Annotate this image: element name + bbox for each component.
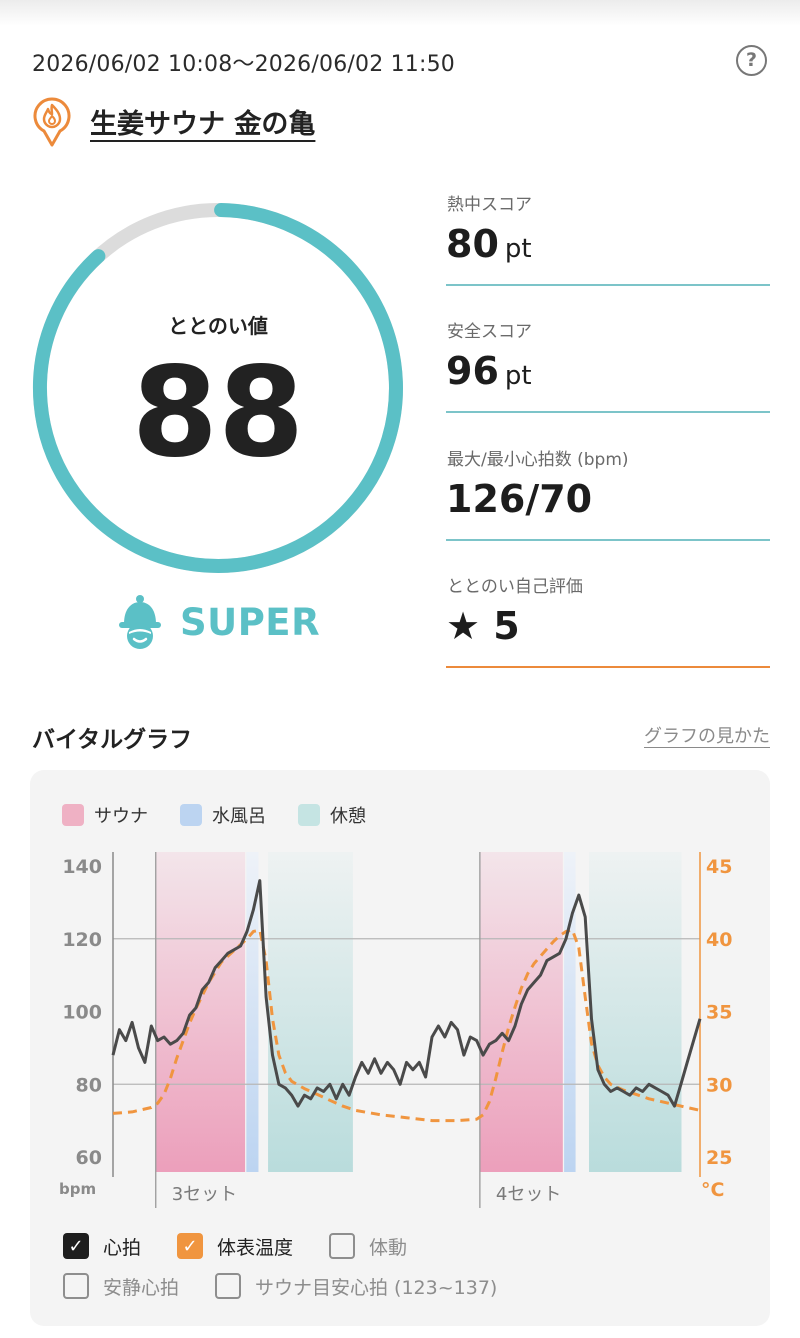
graph-legend: サウナ 水風呂 休憩: [62, 802, 398, 828]
legend-item-rest: 休憩: [298, 802, 366, 828]
sauna-phase-band: [155, 852, 246, 1172]
cold-bath-phase-band: [564, 852, 576, 1172]
sauna-phase-band: [479, 852, 563, 1172]
legend-swatch: [298, 804, 320, 826]
vital-graph-card: サウナ 水風呂 休憩 140 120: [30, 770, 770, 1326]
heart-rate-checkbox[interactable]: ✓ 心拍: [63, 1233, 141, 1260]
sauna-target-heart-rate-checkbox[interactable]: サウナ目安心拍 (123~137): [215, 1273, 497, 1300]
gauge-fill-arc: [33, 203, 403, 573]
empty-checkbox-icon: [329, 1233, 356, 1259]
skin-temperature-checkbox[interactable]: ✓ 体表温度: [177, 1233, 293, 1260]
stat-underline: [446, 539, 770, 541]
flame-pin-icon: [33, 97, 71, 147]
stat-underline: [446, 284, 770, 286]
left-unit-label: bpm: [59, 1180, 96, 1198]
graph-options: ✓ 心拍 ✓ 体表温度 体動 安静心拍 サウナ目安心拍 (123~137): [63, 1226, 533, 1306]
stat-underline: [446, 411, 770, 413]
empty-checkbox-icon: [63, 1273, 89, 1299]
right-tick-label: 30: [706, 1074, 732, 1096]
stat-heat-score: 熱中スコア 80 pt: [446, 190, 770, 290]
left-tick-label: 100: [62, 1002, 102, 1024]
graph-options-row: 安静心拍 サウナ目安心拍 (123~137): [63, 1266, 533, 1306]
checkbox-label: 安静心拍: [103, 1276, 180, 1299]
rest-phase-band: [268, 852, 353, 1172]
totonoi-gauge: [33, 203, 403, 573]
empty-checkbox-icon: [215, 1273, 242, 1299]
stat-underline: [446, 666, 770, 668]
graph-help-link[interactable]: グラフの見かた: [644, 726, 770, 747]
checkbox-label: サウナ目安心拍 (123~137): [255, 1276, 498, 1299]
legend-swatch: [180, 804, 202, 826]
stat-unit: pt: [504, 234, 532, 264]
stat-value: 80 pt: [446, 222, 532, 266]
gauge-value: 88: [131, 341, 305, 485]
facility-name[interactable]: 生姜サウナ 金の亀: [90, 108, 316, 140]
left-tick-label: 80: [76, 1074, 102, 1096]
left-tick-label: 60: [76, 1147, 102, 1169]
stat-number: 126/70: [446, 477, 593, 521]
vital-graph-title: バイタルグラフ: [32, 727, 193, 753]
skin-temperature-line: [112, 928, 701, 1123]
gauge-label: ととのい値: [168, 314, 268, 338]
top-fade: [0, 0, 800, 26]
stat-value: 96 pt: [446, 349, 532, 393]
stat-self-rating[interactable]: ととのい自己評価 ★ 5: [446, 572, 770, 672]
left-tick-label: 140: [62, 856, 102, 878]
stat-heart-rate-range: 最大/最小心拍数 (bpm) 126/70: [446, 445, 770, 545]
session-date-range: 2026/06/02 10:08〜2026/06/02 11:50: [32, 52, 455, 77]
body-motion-checkbox[interactable]: 体動: [329, 1233, 407, 1260]
checkbox-label: 体表温度: [217, 1236, 294, 1259]
question-circle-icon[interactable]: ?: [736, 45, 767, 76]
star-rating-value: ★ 5: [446, 604, 520, 648]
check-icon: ✓: [63, 1233, 89, 1259]
legend-label: サウナ: [94, 806, 148, 827]
legend-label: 水風呂: [212, 806, 266, 827]
stat-number: 96: [446, 349, 499, 393]
stat-value: ★ 5: [446, 604, 520, 648]
checkbox-label: 心拍: [103, 1236, 142, 1259]
set-label: 4セット: [496, 1184, 561, 1205]
stat-label: 熱中スコア: [447, 195, 532, 215]
stat-label: 安全スコア: [447, 322, 532, 342]
stat-value: 126/70: [446, 477, 592, 521]
rank-badge: SUPER: [116, 594, 320, 650]
checkbox-label: 体動: [369, 1236, 408, 1259]
legend-item-cold-bath: 水風呂: [180, 802, 266, 828]
vital-chart: 140 120 100 80 60 45 40 35 30 25 bpm °C 3セット 4セット: [59, 852, 732, 1208]
set-label: 3セット: [172, 1184, 237, 1205]
rest-phase-band: [588, 852, 682, 1172]
right-tick-label: 25: [706, 1147, 732, 1169]
right-tick-label: 45: [706, 856, 732, 878]
rank-text: SUPER: [180, 600, 321, 644]
legend-label: 休憩: [330, 806, 366, 827]
right-tick-label: 35: [706, 1002, 732, 1024]
stat-unit: pt: [504, 361, 532, 391]
bell-helmet-character-icon: [119, 595, 161, 649]
legend-item-sauna: サウナ: [62, 802, 148, 828]
legend-swatch: [62, 804, 84, 826]
left-tick-label: 120: [62, 929, 102, 951]
facility-link[interactable]: 生姜サウナ 金の亀: [32, 95, 315, 147]
stat-safety-score: 安全スコア 96 pt: [446, 317, 770, 417]
stat-number: 80: [446, 222, 499, 266]
resting-heart-rate-checkbox[interactable]: 安静心拍: [63, 1273, 179, 1300]
stat-label: 最大/最小心拍数 (bpm): [447, 450, 629, 470]
stat-label: ととのい自己評価: [447, 577, 583, 597]
heart-rate-line: [111, 879, 702, 1108]
right-tick-label: 40: [706, 929, 732, 951]
right-unit-label: °C: [701, 1179, 724, 1201]
check-icon: ✓: [177, 1233, 204, 1259]
graph-options-row: ✓ 心拍 ✓ 体表温度 体動: [63, 1226, 533, 1266]
